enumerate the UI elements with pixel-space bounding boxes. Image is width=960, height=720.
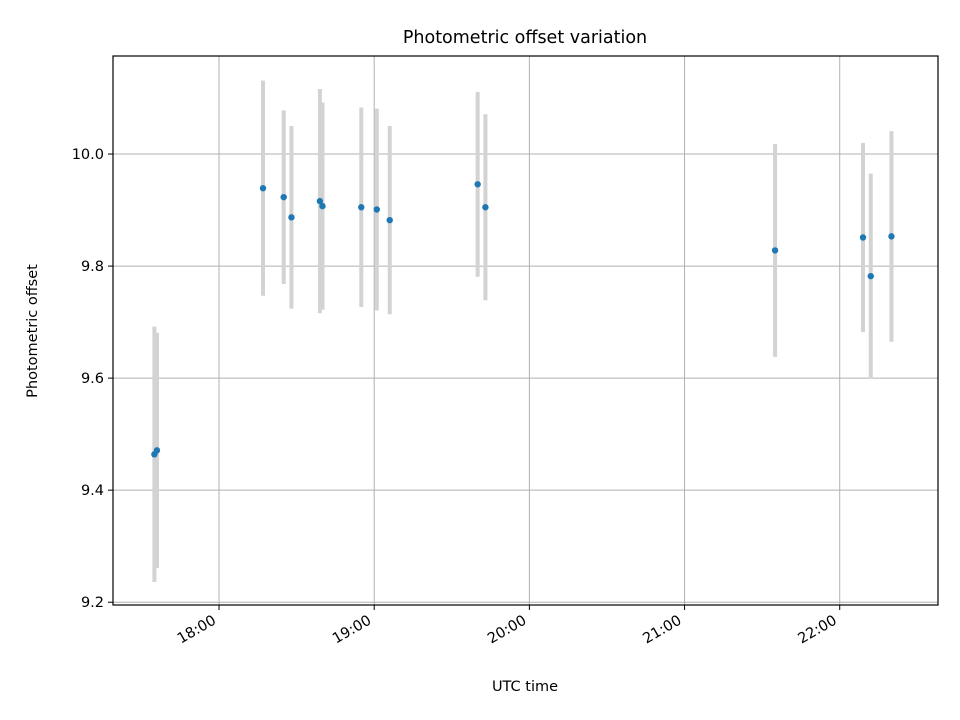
data-point: [288, 214, 295, 221]
data-point: [474, 181, 481, 188]
x-axis-label: UTC time: [492, 679, 558, 695]
data-point: [771, 247, 779, 254]
y-axis-ticks: 9.2 9.4 9.6 9.8 10.0: [72, 147, 113, 611]
axes-frame: [112, 55, 939, 606]
data-point: [319, 202, 326, 210]
chart-title: Photometric offset variation: [403, 28, 647, 48]
data-point: [259, 185, 267, 192]
data-point: [888, 233, 895, 240]
y-tick-label: 10.0: [72, 147, 104, 163]
y-tick-label: 9.2: [81, 595, 104, 611]
data-point: [358, 204, 365, 211]
y-tick-label: 9.8: [81, 259, 104, 275]
y-tick-label: 9.4: [81, 483, 104, 499]
y-axis-label: Photometric offset: [25, 264, 41, 398]
data-point: [482, 204, 489, 211]
data-point: [867, 272, 874, 280]
data-point: [153, 447, 161, 454]
y-tick-label: 9.6: [81, 371, 104, 387]
data-point: [316, 197, 324, 205]
grid: [113, 56, 938, 605]
data-point: [859, 234, 867, 241]
data-points: [151, 181, 895, 458]
data-point: [386, 216, 393, 224]
data-point: [373, 206, 380, 213]
data-point: [280, 193, 287, 201]
